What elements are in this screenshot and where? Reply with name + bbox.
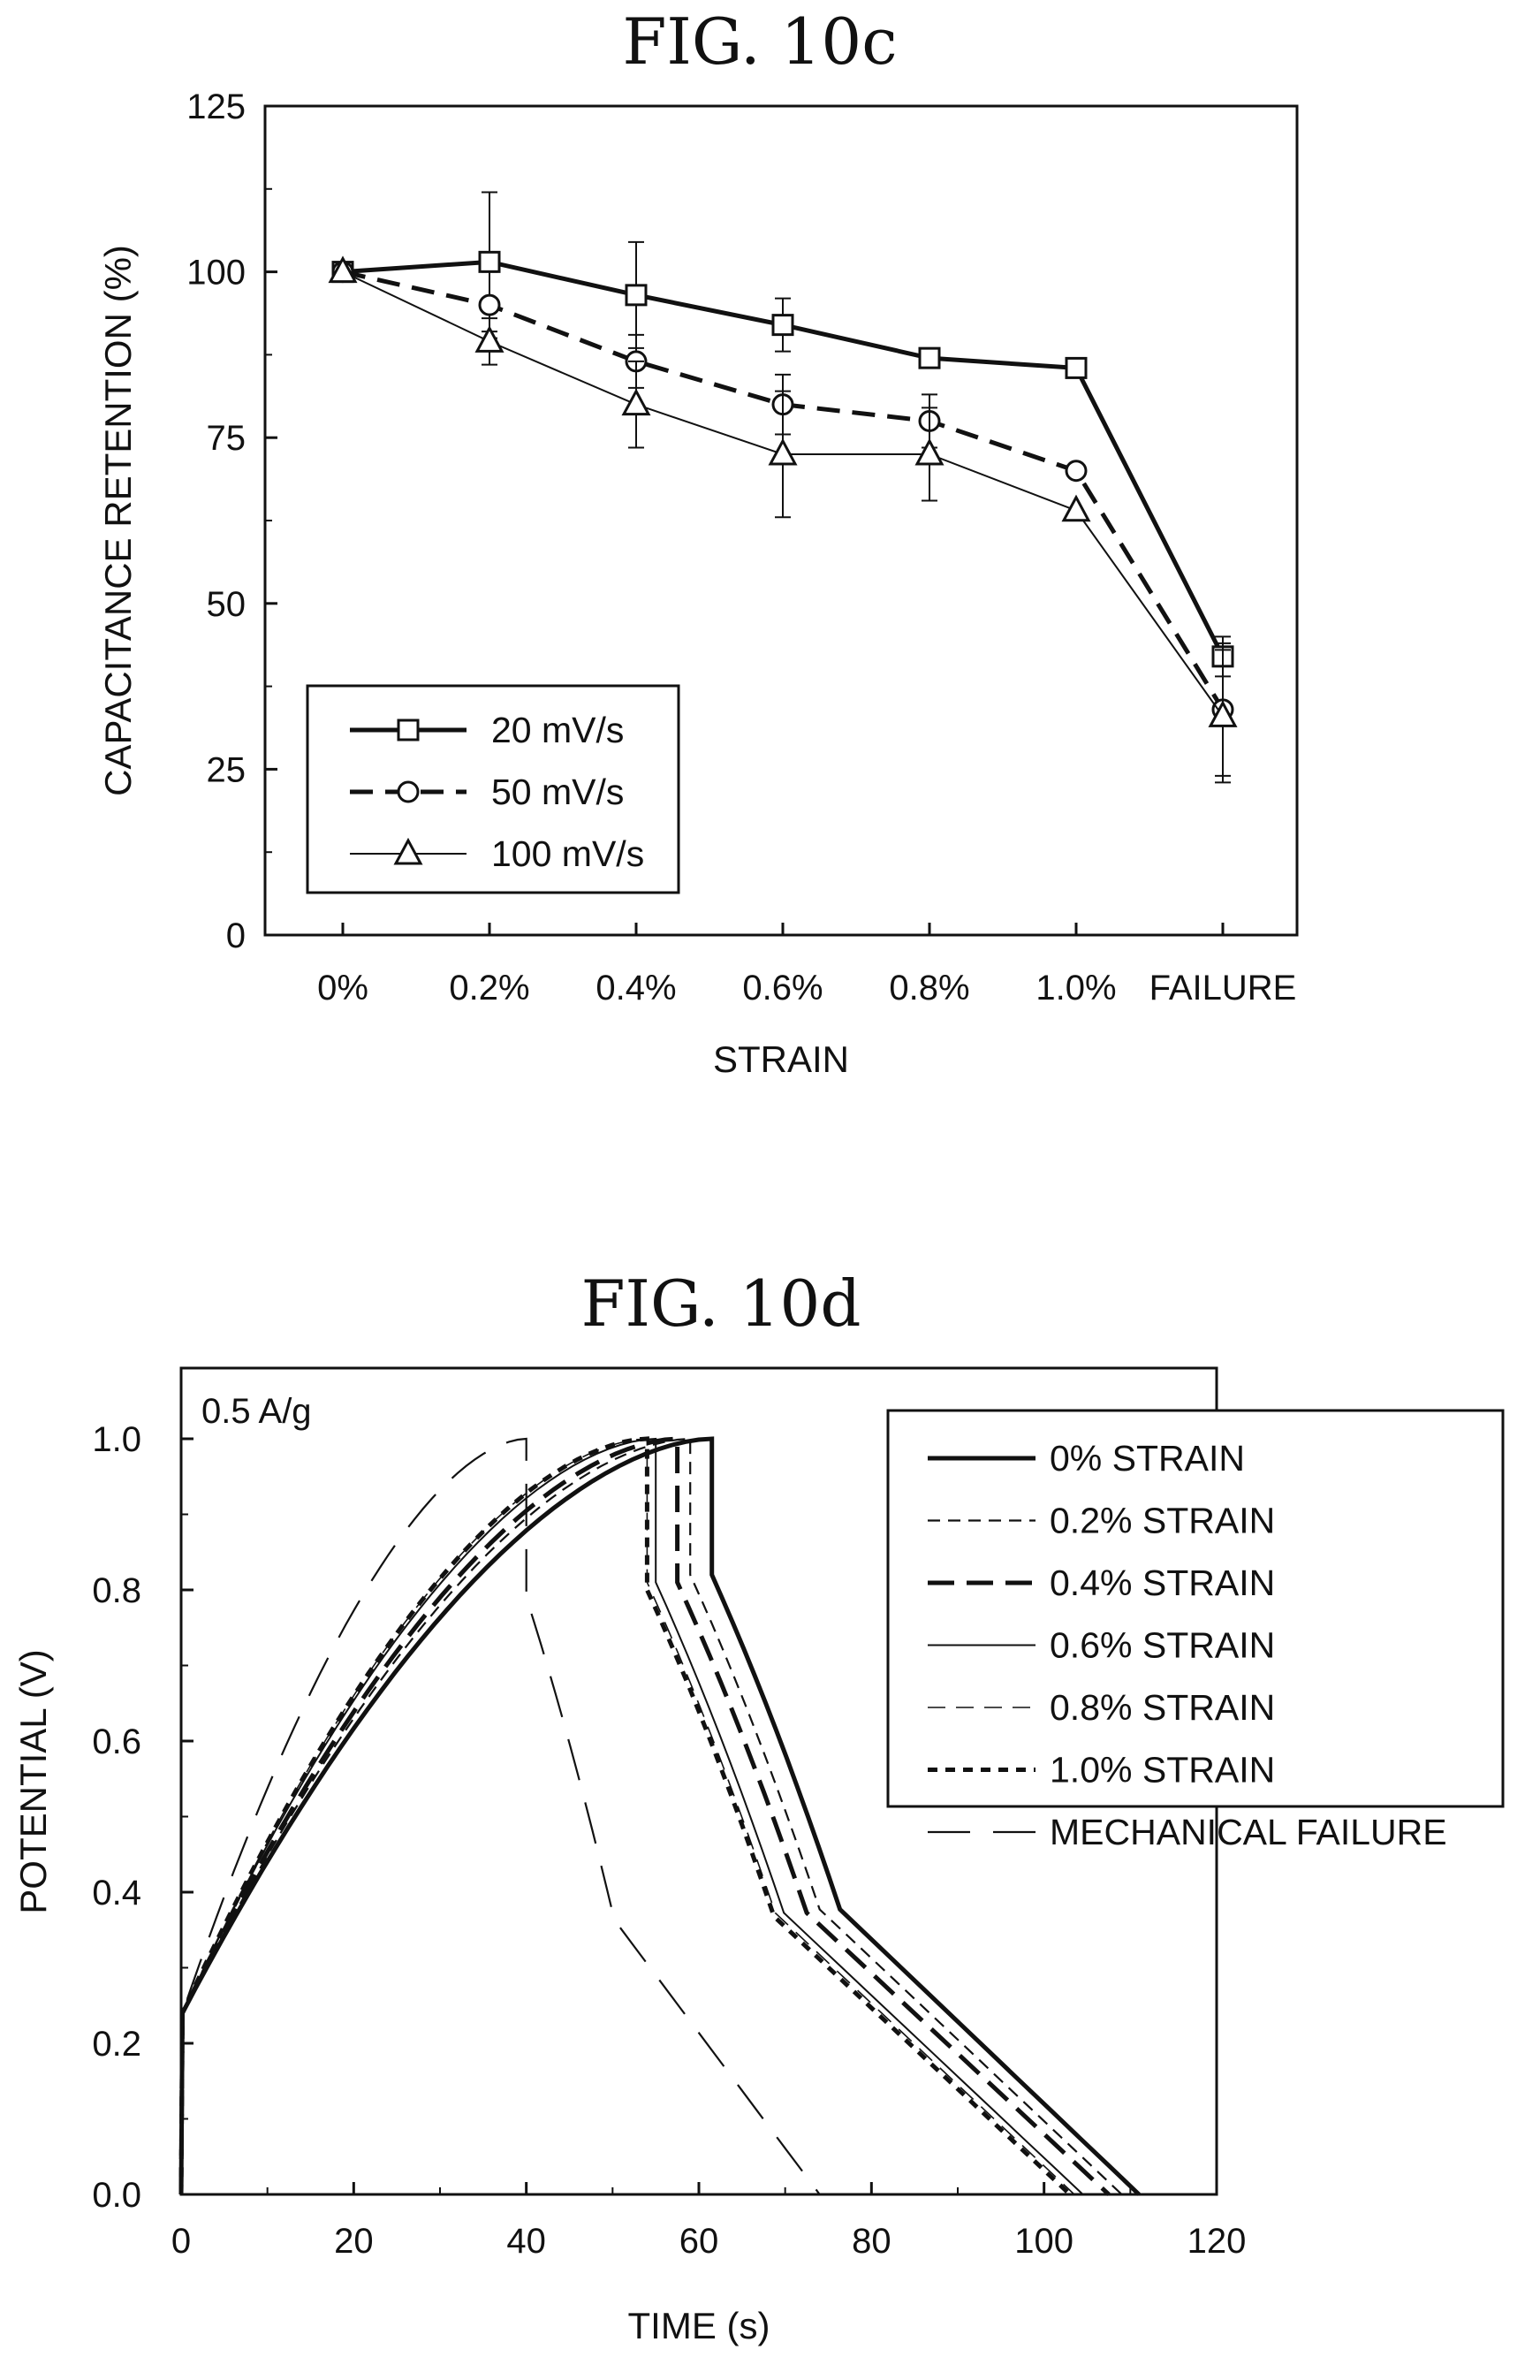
x-tick-label: 40	[506, 2222, 546, 2261]
y-tick-label: 0.8	[92, 1571, 141, 1610]
y-axis-label: POTENTIAL (V)	[12, 1649, 54, 1913]
legend-marker	[393, 837, 423, 865]
plot-area	[263, 104, 1299, 937]
y-tick-label: 0	[226, 916, 246, 955]
legend-label: 1.0% STRAIN	[1050, 1750, 1275, 1791]
legend: 20 mV/s 50 mV/s 100 mV/s	[306, 684, 680, 894]
data-point	[768, 437, 798, 466]
legend-label: 100 mV/s	[491, 833, 644, 874]
y-tick-label: 125	[186, 87, 246, 126]
legend-label: 0.2% STRAIN	[1050, 1501, 1275, 1541]
x-tick-label: FAILURE	[1149, 969, 1297, 1008]
data-point	[328, 255, 358, 284]
legend-label: 20 mV/s	[491, 710, 624, 750]
legend-label: 0.6% STRAIN	[1050, 1625, 1275, 1666]
x-tick-label: 60	[679, 2222, 719, 2261]
y-tick-label: 0.6	[92, 1722, 141, 1761]
legend-label: 0.4% STRAIN	[1050, 1563, 1275, 1603]
y-tick-label: 0.4	[92, 1874, 141, 1912]
y-tick-label: 50	[207, 585, 247, 624]
y-axis: 0 25 50 75 100 125	[186, 87, 277, 955]
x-tick-label: 0.6%	[742, 969, 823, 1008]
data-point	[1061, 494, 1091, 522]
y-tick-label: 100	[186, 254, 246, 293]
x-tick-label: 120	[1187, 2222, 1247, 2261]
x-tick-label: 1.0%	[1036, 969, 1116, 1008]
series-mechanical-failure	[179, 1437, 821, 2195]
series-0-2-strain	[179, 1437, 1123, 2195]
legend-box	[886, 1409, 1505, 1808]
x-tick-label: 20	[334, 2222, 374, 2261]
data-point	[625, 284, 648, 307]
legend-label: 0.8% STRAIN	[1050, 1687, 1275, 1728]
y-tick-label: 0.2	[92, 2025, 141, 2064]
data-point	[478, 250, 501, 273]
data-point	[918, 346, 941, 369]
chart-fig-10d: FIG. 10d 0.5 A/g 0.0 0.2 0.4 0.6 0.8 1.0 0 20 4…	[12, 1266, 1505, 2346]
x-tick-label: 0.4%	[596, 969, 676, 1008]
legend: 0% STRAIN 0.2% STRAIN 0.4% STRAIN 0.6% STRA…	[886, 1409, 1505, 1852]
plot-series	[178, 1436, 1141, 2196]
data-point	[771, 314, 794, 337]
x-axis-label: TIME (s)	[628, 2305, 770, 2346]
chart-fig-10c: FIG. 10c 0 25 50 75 100 125 0% 0.2% 0.4% 0.6% 0.8…	[97, 4, 1299, 1080]
data-point	[478, 293, 501, 316]
x-tick-label: 0.2%	[449, 969, 529, 1008]
data-point	[914, 437, 944, 466]
y-tick-label: 0.0	[92, 2176, 141, 2215]
y-axis: 0.0 0.2 0.4 0.6 0.8 1.0	[92, 1420, 193, 2215]
y-tick-label: 1.0	[92, 1420, 141, 1459]
legend-box	[306, 684, 680, 894]
y-tick-label: 75	[207, 419, 247, 458]
x-tick-label: 0%	[317, 969, 368, 1008]
legend-marker	[397, 719, 420, 741]
legend-label: MECHANICAL FAILURE	[1050, 1812, 1447, 1852]
x-tick-label: 0.8%	[889, 969, 969, 1008]
y-tick-label: 25	[207, 750, 247, 789]
x-axis: 0% 0.2% 0.4% 0.6% 0.8% 1.0% FAILURE	[317, 923, 1296, 1008]
chart-title: FIG. 10c	[622, 4, 897, 79]
data-point	[1208, 700, 1238, 727]
x-tick-label: 100	[1014, 2222, 1073, 2261]
chart-title: FIG. 10d	[581, 1266, 861, 1341]
plot-series	[328, 191, 1238, 784]
x-tick-label: 80	[852, 2222, 891, 2261]
data-point	[1065, 356, 1088, 379]
current-density-annotation: 0.5 A/g	[201, 1392, 312, 1431]
data-point	[621, 388, 651, 416]
legend-label: 0% STRAIN	[1050, 1438, 1245, 1479]
series-0-strain	[178, 1436, 1141, 2196]
series-1-0-strain	[178, 1436, 1072, 2196]
data-point	[1065, 460, 1088, 483]
data-point	[474, 325, 504, 353]
legend-label: 50 mV/s	[491, 772, 624, 812]
x-axis-label: STRAIN	[713, 1038, 849, 1080]
x-axis: 0 20 40 60 80 100 120	[171, 2182, 1247, 2261]
series-0-4-strain	[178, 1436, 1111, 2196]
legend-marker	[397, 780, 420, 803]
y-axis-label: CAPACITANCE RETENTION (%)	[97, 245, 139, 796]
x-tick-label: 0	[171, 2222, 191, 2261]
series-100-mv-s	[328, 255, 1238, 784]
